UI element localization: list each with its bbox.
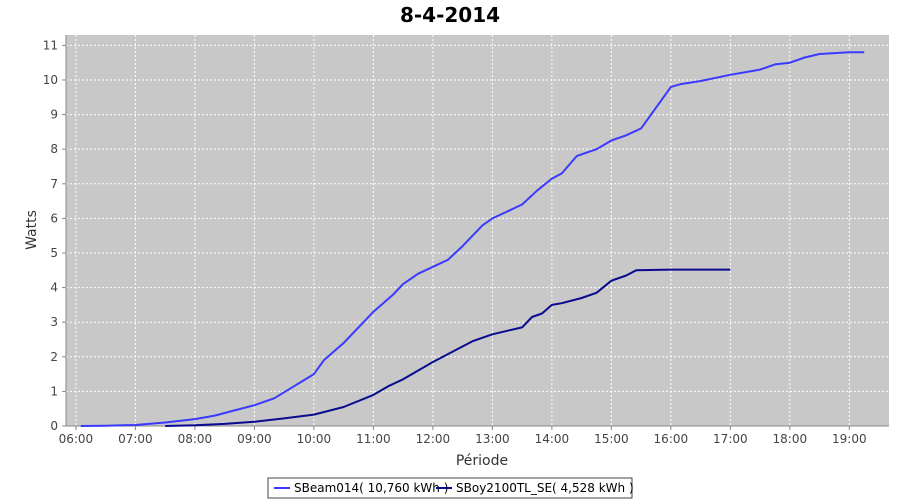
x-tick-label: 11:00	[356, 432, 391, 446]
x-tick-label: 07:00	[118, 432, 153, 446]
y-axis: 0 1 2 3 4 5 6 7 8 9 10 11	[43, 35, 67, 433]
y-tick-label: 2	[50, 350, 58, 364]
legend: SBeam014( 10,760 kWh ) SBoy2100TL_SE( 4,5…	[267, 477, 634, 499]
y-tick-label: 4	[50, 281, 58, 295]
y-tick-label: 1	[50, 384, 58, 398]
series-line-1	[80, 51, 865, 427]
x-tick-label: 08:00	[178, 432, 213, 446]
gridlines	[66, 35, 889, 426]
y-tick-label: 11	[43, 38, 58, 52]
x-tick-label: 15:00	[594, 432, 629, 446]
y-tick-label: 6	[50, 211, 58, 225]
x-tick-label: 17:00	[713, 432, 748, 446]
y-tick-label: 5	[50, 246, 58, 260]
x-tick-label: 06:00	[59, 432, 94, 446]
y-axis-label: Watts	[24, 210, 40, 250]
y-tick-label: 3	[50, 315, 58, 329]
chart-title: 8-4-2014	[400, 3, 500, 27]
x-tick-label: 18:00	[773, 432, 808, 446]
y-tick-label: 0	[50, 419, 58, 433]
y-tick-label: 10	[43, 73, 58, 87]
y-tick-label: 8	[50, 142, 58, 156]
x-axis: 06:00 07:00 08:00 09:00 10:00 11:00 12:00 13:00…	[59, 425, 889, 446]
series-lines	[80, 51, 865, 427]
x-tick-label: 19:00	[832, 432, 867, 446]
legend-label: SBeam014( 10,760 kWh )	[294, 481, 448, 495]
y-tick-label: 7	[50, 177, 58, 191]
x-tick-label: 10:00	[297, 432, 332, 446]
x-tick-label: 16:00	[654, 432, 689, 446]
series-line-2	[165, 268, 731, 427]
legend-label: SBoy2100TL_SE( 4,528 kWh )	[456, 481, 634, 495]
x-tick-label: 13:00	[475, 432, 510, 446]
x-tick-label: 09:00	[237, 432, 272, 446]
x-tick-label: 14:00	[535, 432, 570, 446]
y-tick-label: 9	[50, 108, 58, 122]
x-tick-label: 12:00	[416, 432, 451, 446]
x-axis-label: Période	[456, 453, 508, 469]
